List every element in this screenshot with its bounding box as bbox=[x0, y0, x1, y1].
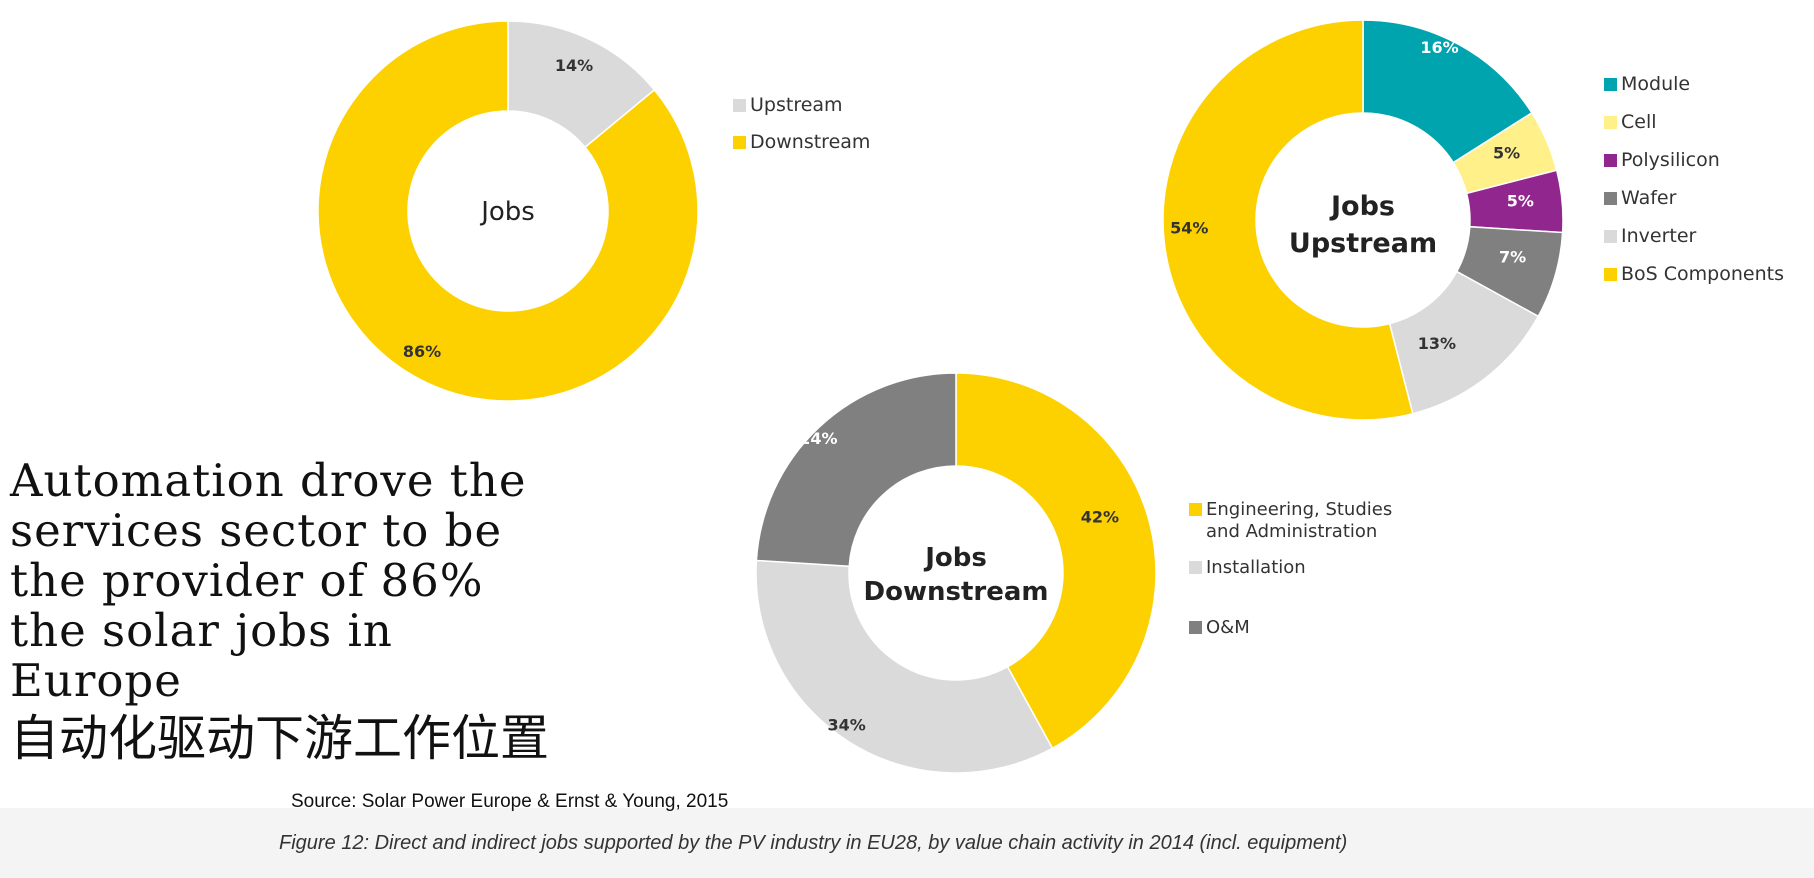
headline-line-5: Europe bbox=[10, 654, 182, 707]
slice-label-oandm: 24% bbox=[799, 429, 837, 448]
slice-engineering-studies-and-administration bbox=[955, 372, 1157, 750]
slice-label-upstream: 14% bbox=[555, 56, 593, 75]
slice-label-module: 16% bbox=[1420, 38, 1458, 57]
legend-swatch-bos-components bbox=[1604, 268, 1617, 281]
headline-chinese: 自动化驱动下游工作位置 bbox=[10, 710, 550, 767]
legend-swatch-engineering-studies-and-administration bbox=[1189, 503, 1202, 516]
legend-swatch-installation bbox=[1189, 561, 1202, 574]
slice-label-bos-components: 54% bbox=[1170, 218, 1208, 237]
legend-label-oandm: O&M bbox=[1206, 617, 1250, 638]
center-label: Jobs bbox=[1329, 191, 1395, 222]
center-label: Jobs bbox=[479, 197, 535, 227]
slice-label-installation: 34% bbox=[828, 716, 866, 735]
chart-jobs: 14% 86% Jobs Upstream Downstream bbox=[317, 20, 870, 402]
slice-bos-components bbox=[1162, 19, 1414, 421]
slice-label-inverter: 13% bbox=[1418, 334, 1456, 353]
legend-label-engineering-studies-and-administration: and Administration bbox=[1206, 521, 1377, 542]
headline-line-3: the provider of 86% bbox=[10, 554, 484, 607]
headline-line-4: the solar jobs in bbox=[10, 604, 393, 657]
slice-installation bbox=[755, 559, 1054, 774]
legend-swatch-cell bbox=[1604, 116, 1617, 129]
legend-swatch-module bbox=[1604, 78, 1617, 91]
legend-label-polysilicon: Polysilicon bbox=[1621, 149, 1720, 171]
legend-swatch-upstream bbox=[733, 99, 746, 112]
legend-swatch-oandm bbox=[1189, 621, 1202, 634]
slice-downstream bbox=[317, 20, 699, 402]
legend-label-module: Module bbox=[1621, 73, 1690, 95]
center-label: Upstream bbox=[1289, 228, 1437, 259]
slice-label-cell: 5% bbox=[1493, 143, 1520, 162]
headline: Automation drove the services sector to … bbox=[10, 456, 710, 770]
slice-label-polysilicon: 5% bbox=[1507, 192, 1534, 211]
center-label: Jobs bbox=[923, 543, 987, 573]
legend-label-bos-components: BoS Components bbox=[1621, 263, 1784, 285]
headline-line-1: Automation drove the bbox=[10, 454, 527, 507]
figure-caption: Figure 12: Direct and indirect jobs supp… bbox=[279, 832, 1348, 854]
slice-module bbox=[1362, 19, 1533, 164]
slice-label-downstream: 86% bbox=[403, 342, 441, 361]
caption-band bbox=[0, 808, 1814, 878]
slice-label-engineering-studies-and-administration: 42% bbox=[1081, 507, 1119, 526]
legend-label-downstream: Downstream bbox=[750, 131, 870, 153]
legend-swatch-polysilicon bbox=[1604, 154, 1617, 167]
slice-oandm bbox=[755, 372, 957, 568]
legend-swatch-wafer bbox=[1604, 192, 1617, 205]
legend-label-wafer: Wafer bbox=[1621, 187, 1677, 209]
source-note: Source: Solar Power Europe & Ernst & You… bbox=[291, 791, 729, 812]
center-label: Downstream bbox=[864, 577, 1049, 607]
headline-line-2: services sector to be bbox=[10, 504, 503, 557]
chart-jobs-upstream: 16% 5% 5% 7% 13% 54% Jobs Upstream Module Cell Pol… bbox=[1162, 19, 1784, 421]
legend-label-installation: Installation bbox=[1206, 557, 1306, 578]
legend-swatch-downstream bbox=[733, 136, 746, 149]
legend-label-engineering-studies-and-administration: Engineering, Studies bbox=[1206, 499, 1392, 520]
legend-label-inverter: Inverter bbox=[1621, 225, 1697, 247]
chart-jobs-downstream: 42% 34% 24% Jobs Downstream Engineering, Stud… bbox=[755, 372, 1392, 774]
legend-label-cell: Cell bbox=[1621, 111, 1657, 133]
legend-label-upstream: Upstream bbox=[750, 94, 843, 116]
slice-label-wafer: 7% bbox=[1499, 247, 1526, 266]
legend-swatch-inverter bbox=[1604, 230, 1617, 243]
